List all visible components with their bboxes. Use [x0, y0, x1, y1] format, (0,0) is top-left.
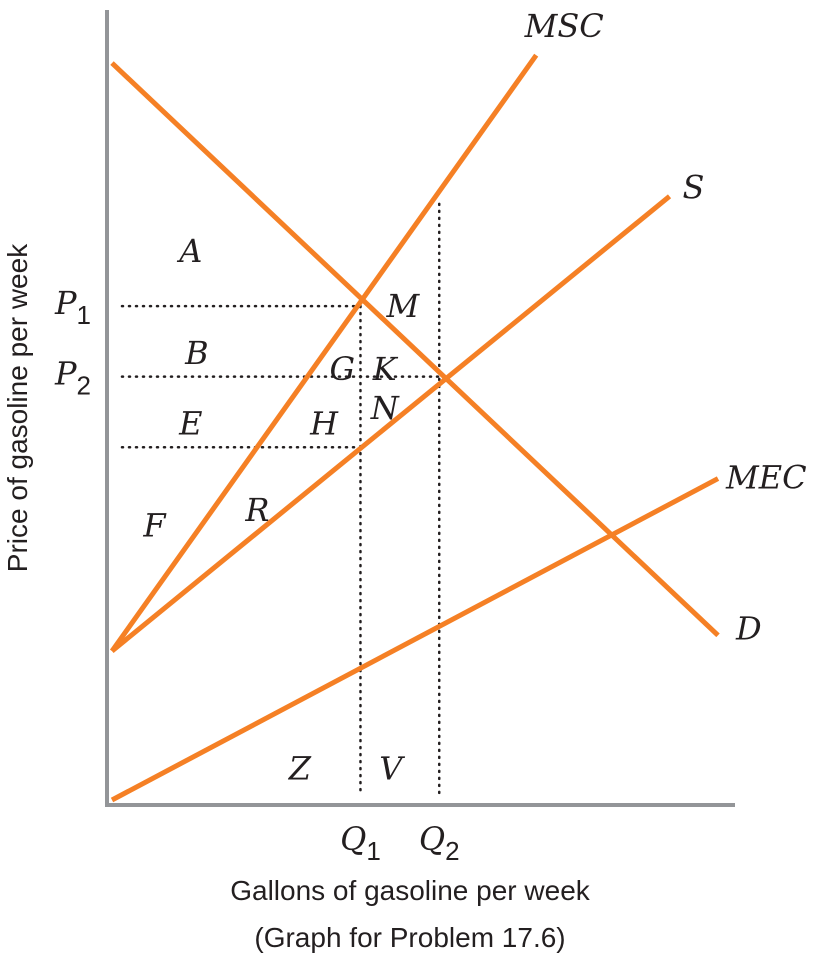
- guide-lines: [120, 202, 441, 795]
- area-label-v: V: [379, 750, 405, 788]
- demand-curve-label: D: [735, 609, 762, 647]
- area-label-r: R: [244, 491, 269, 529]
- mec-curve-label: MEC: [725, 459, 807, 497]
- y-axis-label: Price of gasoline per week: [2, 243, 33, 572]
- area-label-z: Z: [288, 750, 312, 788]
- p1-label: P1: [54, 284, 91, 330]
- chart-caption: (Graph for Problem 17.6): [254, 922, 565, 953]
- supply-curve-label: S: [683, 168, 705, 206]
- area-label-e: E: [178, 405, 202, 443]
- area-label-h: H: [309, 405, 339, 443]
- axes: [105, 10, 735, 807]
- area-label-f: F: [142, 507, 167, 545]
- demand-curve: [110, 61, 720, 638]
- area-label-g: G: [329, 350, 355, 388]
- area-label-k: K: [372, 350, 399, 388]
- mec-curve: [110, 476, 720, 803]
- curves: [109, 53, 720, 803]
- q2-label: Q2: [419, 820, 460, 866]
- msc-curve-label: MSC: [524, 7, 604, 45]
- labels: D S MSC MEC P1 P2 Q1 Q2 A BE F G KM NH R Z V: [54, 7, 807, 866]
- area-label-a: A: [176, 232, 202, 270]
- area-label-m: M: [385, 287, 420, 325]
- supply-curve: [110, 194, 672, 653]
- p2-label: P2: [54, 355, 91, 401]
- x-axis-label: Gallons of gasoline per week: [230, 875, 591, 906]
- q1-label: Q1: [340, 820, 381, 866]
- msc-curve: [109, 53, 539, 653]
- area-label-b: B: [184, 334, 209, 372]
- area-label-n: N: [370, 389, 400, 427]
